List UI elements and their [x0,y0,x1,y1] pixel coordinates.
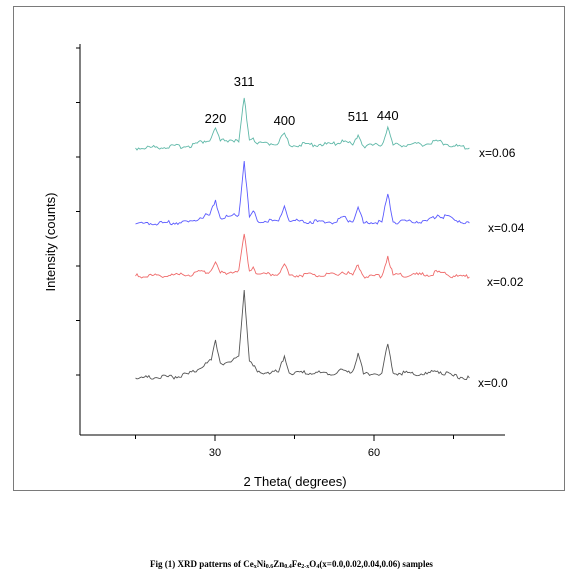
x-axis-title: 2 Theta( degrees) [243,474,346,489]
figure-caption: Fig (1) XRD patterns of CexNi0.6Zn0.4Fe2… [150,559,433,570]
y-axis-title: Intensity (counts) [43,193,58,292]
series-label: x=0.02 [487,275,524,289]
series-labels: x=0.06 x=0.04 x=0.02 x=0.0 [478,146,525,390]
peak-labels: 220 311 400 511 440 [205,74,399,128]
series-label: x=0.06 [479,146,516,160]
traces [135,97,470,381]
x-ticks: 30 60 [135,435,454,459]
series-line-x=0.02 [135,233,470,279]
peak-label-400: 400 [274,113,296,128]
peak-label-511: 511 [348,109,369,124]
y-ticks [76,47,80,376]
figure-frame [13,6,565,491]
peak-label-220: 220 [205,111,227,126]
series-line-x=0.04 [135,160,470,226]
series-line-x=0.0 [135,289,470,381]
series-line-x=0.06 [135,97,470,151]
peak-label-440: 440 [377,108,399,123]
series-label: x=0.04 [488,221,525,235]
series-label: x=0.0 [478,376,508,390]
x-tick-label: 60 [368,447,380,459]
peak-label-311: 311 [234,74,255,89]
x-tick-label: 30 [209,447,221,459]
